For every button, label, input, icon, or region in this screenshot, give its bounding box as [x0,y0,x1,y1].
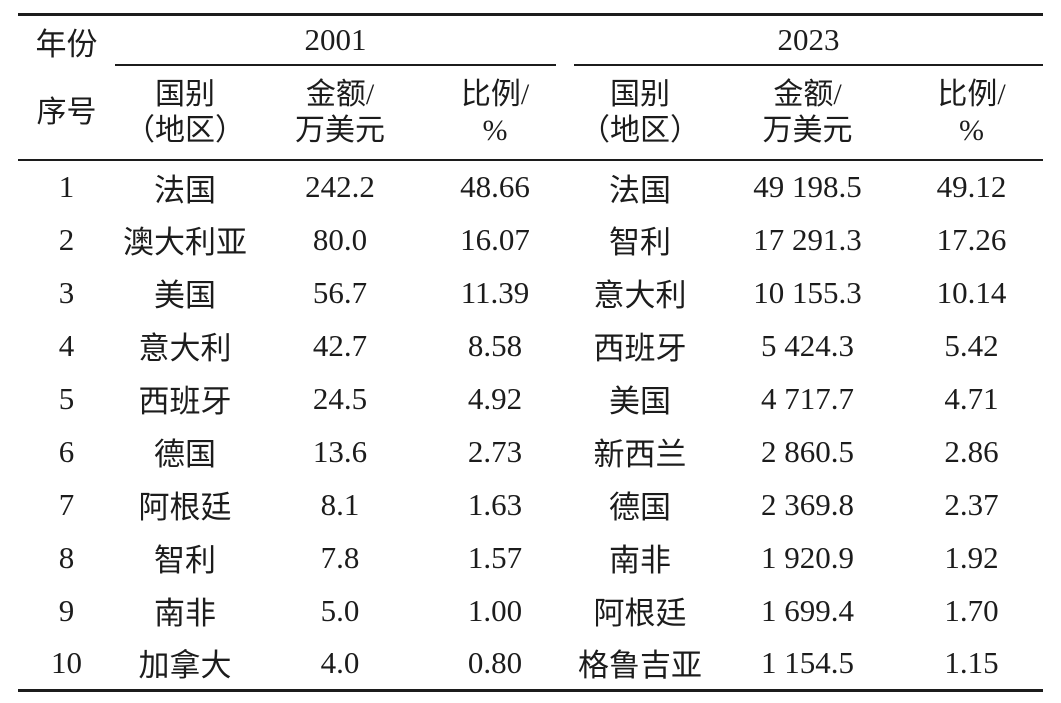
amount-2023-cell: 4 717.7 [761,380,855,416]
column-header-row: 序号 国别 （地区） 金额/ 万美元 比例/ % 国别 （地区） [18,66,1044,161]
country-2001-cell: 德国 [154,437,216,472]
country-2023-cell: 智利 [609,225,672,260]
year-label: 年份 [35,26,98,62]
ratio-2023-cell: 5.42 [944,327,999,363]
row-index: 9 [58,592,75,628]
data-table: 年份 2001 2023 序号 国别 （地区） 金额/ 万美元 [18,13,1044,692]
ratio-2001-cell: 1.57 [467,539,523,575]
country-2001-cell: 澳大利亚 [123,225,247,260]
table-row: 9 南非 5.0 1.00 阿根廷 1 699.4 1.70 [18,584,1043,637]
row-index: 2 [58,221,75,257]
amount-header-2023: 金额/ 万美元 [715,66,901,161]
ratio-2023-cell: 2.86 [944,433,999,469]
country-2023-cell: 美国 [609,384,672,419]
year-2023-label: 2023 [777,22,840,57]
ratio-header-2023: 比例/ % [900,66,1044,161]
table-row: 1 法国 242.2 48.66 法国 49 198.5 49.12 [18,160,1043,213]
amount-2001-cell: 7.8 [320,539,360,575]
amount-2023-cell: 1 920.9 [761,539,855,575]
amount-2023-cell: 10 155.3 [753,274,862,310]
row-index: 10 [51,644,82,680]
table-row: 5 西班牙 24.5 4.92 美国 4 717.7 4.71 [18,372,1043,425]
table-row: 4 意大利 42.7 8.58 西班牙 5 424.3 5.42 [18,319,1043,372]
amount-2023-cell: 49 198.5 [753,169,862,204]
table-row: 2 澳大利亚 80.0 16.07 智利 17 291.3 17.26 [18,213,1043,266]
table-row: 3 美国 56.7 11.39 意大利 10 155.3 10.14 [18,266,1043,319]
country-2023-cell: 阿根廷 [593,596,687,631]
year-group-2001: 2001 [115,15,565,66]
ratio-2001-cell: 11.39 [460,274,530,310]
ratio-header-2001: 比例/ % [425,66,566,161]
row-index: 4 [58,327,75,363]
amount-2001-cell: 13.6 [312,433,368,469]
country-header-2001: 国别 （地区） [115,66,255,161]
amount-2023-cell: 1 699.4 [761,592,855,628]
amount-2001-cell: 42.7 [312,327,368,363]
country-2023-cell: 西班牙 [593,331,687,366]
index-column-label: 序号 [18,66,115,161]
ratio-2001-cell: 48.66 [460,169,530,204]
country-2001-cell: 美国 [154,278,216,313]
country-2023-cell: 南非 [609,543,672,578]
table-row: 7 阿根廷 8.1 1.63 德国 2 369.8 2.37 [18,478,1043,531]
ratio-2023-cell: 1.15 [944,644,999,680]
row-index: 7 [58,486,75,522]
row-index: 5 [58,380,75,416]
country-2023-cell: 法国 [609,172,672,208]
amount-2001-cell: 4.0 [320,644,360,680]
amount-2023-cell: 17 291.3 [753,221,862,257]
country-2001-cell: 阿根廷 [138,490,232,525]
country-2023-cell: 新西兰 [593,437,687,472]
ratio-2001-cell: 8.58 [467,327,523,363]
amount-2023-cell: 5 424.3 [761,327,855,363]
row-index: 8 [58,539,75,575]
ratio-2023-cell: 1.92 [944,539,999,575]
amount-2001-cell: 80.0 [312,221,368,257]
ratio-2001-cell: 1.00 [467,592,523,628]
ratio-2023-cell: 49.12 [936,169,1007,204]
country-2023-cell: 德国 [609,490,672,525]
table-row: 6 德国 13.6 2.73 新西兰 2 860.5 2.86 [18,425,1043,478]
amount-2001-cell: 24.5 [312,380,368,416]
country-2001-cell: 加拿大 [138,648,232,684]
country-2023-cell: 格鲁吉亚 [578,648,703,684]
year-header-row: 年份 2001 2023 [18,15,1044,66]
amount-2001-cell: 8.1 [320,486,360,522]
ratio-2023-cell: 4.71 [944,380,999,416]
amount-header-2001: 金额/ 万美元 [255,66,425,161]
year-2001-label: 2001 [304,22,367,57]
ratio-2001-cell: 4.92 [467,380,523,416]
ratio-2001-cell: 1.63 [467,486,523,522]
year-group-2023: 2023 [565,15,1044,66]
table-row: 8 智利 7.8 1.57 南非 1 920.9 1.92 [18,531,1043,584]
ratio-2001-cell: 16.07 [460,221,530,257]
ratio-2023-cell: 17.26 [936,221,1007,257]
country-2001-cell: 意大利 [138,331,232,366]
country-2001-cell: 西班牙 [138,384,232,419]
row-index: 3 [58,274,75,310]
country-2001-cell: 南非 [154,596,216,631]
amount-2001-cell: 5.0 [320,592,360,628]
amount-2001-cell: 242.2 [305,169,375,204]
ratio-2001-cell: 0.80 [467,644,523,680]
table-row: 10 加拿大 4.0 0.80 格鲁吉亚 1 154.5 1.15 [18,637,1043,690]
amount-2023-cell: 2 860.5 [761,433,855,469]
amount-2023-cell: 2 369.8 [761,486,855,522]
country-2023-cell: 意大利 [593,278,687,313]
country-2001-cell: 法国 [154,172,216,208]
ratio-2023-cell: 2.37 [944,486,999,522]
amount-2001-cell: 56.7 [312,274,368,310]
ratio-2001-cell: 2.73 [467,433,523,469]
table-body: 1 法国 242.2 48.66 法国 49 198.5 49.12 2 澳大利… [18,160,1043,690]
row-index: 6 [58,433,75,469]
amount-2023-cell: 1 154.5 [761,644,855,680]
row-index: 1 [58,169,75,204]
ratio-2023-cell: 1.70 [944,592,999,628]
country-header-2023: 国别 （地区） [565,66,716,161]
country-2001-cell: 智利 [154,543,216,578]
ratio-2023-cell: 10.14 [936,274,1007,310]
